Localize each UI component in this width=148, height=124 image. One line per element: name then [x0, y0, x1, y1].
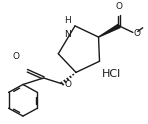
- Text: O: O: [116, 2, 123, 11]
- Text: O: O: [134, 29, 141, 38]
- Polygon shape: [99, 24, 120, 37]
- Text: O: O: [13, 52, 20, 61]
- Text: H: H: [64, 16, 70, 25]
- Text: O: O: [64, 80, 71, 89]
- Text: N: N: [64, 30, 70, 39]
- Text: HCl: HCl: [102, 69, 121, 79]
